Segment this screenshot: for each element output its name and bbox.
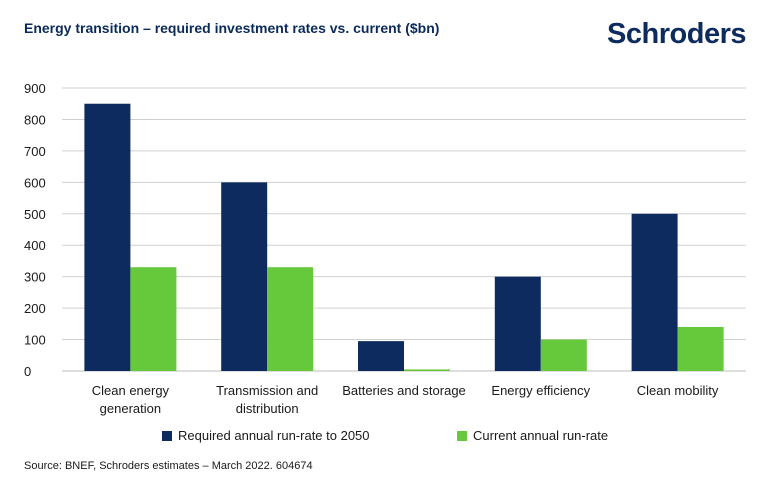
bar-current (677, 326, 724, 371)
legend-swatch-current (457, 430, 467, 441)
bar-chart: 0 100 200 300 400 500 600 700 800 900 Clean energ… (24, 81, 746, 416)
bar-current (130, 267, 177, 371)
bar-current (540, 339, 587, 371)
legend-label-current: Current annual run-rate (473, 428, 609, 443)
bar-current (267, 267, 314, 371)
y-tick-label: 700 (24, 144, 46, 159)
legend-label-required: Required annual run-rate to 2050 (178, 428, 370, 443)
x-tick-label: Energy efficiency (491, 383, 590, 398)
y-tick-label: 800 (24, 112, 46, 127)
y-tick-label: 300 (24, 270, 46, 285)
x-tick-label: Clean mobility (637, 383, 719, 398)
bar-required (494, 276, 541, 371)
bar-required (631, 213, 678, 371)
source-note: Source: BNEF, Schroders estimates – Marc… (24, 460, 313, 472)
y-tick-label: 500 (24, 207, 46, 222)
x-tick-label: generation (100, 401, 161, 416)
x-tick-label: distribution (236, 401, 299, 416)
schroders-logo: Schroders (607, 18, 746, 50)
y-tick-label: 0 (24, 364, 31, 379)
chart-title: Energy transition – required investment … (24, 20, 440, 36)
bar-required (358, 341, 404, 371)
y-tick-label: 400 (24, 238, 46, 253)
y-tick-label: 100 (24, 333, 46, 348)
x-tick-label: Transmission and (216, 383, 318, 398)
x-tick-label: Batteries and storage (342, 383, 466, 398)
legend-item-current: Current annual run-rate (457, 428, 608, 443)
legend: Required annual run-rate to 2050 Current… (0, 428, 770, 448)
legend-item-required: Required annual run-rate to 2050 (162, 428, 370, 443)
y-tick-label: 900 (24, 81, 46, 96)
bar-required (221, 182, 268, 371)
legend-swatch-required (162, 430, 172, 441)
bar-required (84, 103, 131, 371)
y-tick-label: 200 (24, 301, 46, 316)
y-tick-label: 600 (24, 175, 46, 190)
y-axis-ticks: 0 100 200 300 400 500 600 700 800 900 (24, 81, 46, 379)
x-tick-label: Clean energy (92, 383, 170, 398)
bar-current (404, 369, 450, 371)
bars (84, 103, 724, 371)
x-axis-ticks: Clean energy generation Transmission and di… (92, 383, 719, 416)
